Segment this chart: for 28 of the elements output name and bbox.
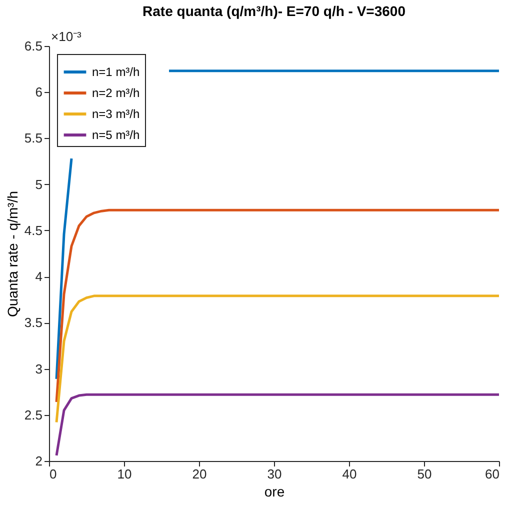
line-series bbox=[55, 208, 500, 404]
x-tick-label: 0 bbox=[50, 466, 57, 482]
x-tick-label: 30 bbox=[267, 466, 282, 482]
y-tick-label: 4 bbox=[35, 269, 42, 284]
y-tick-label: 4.5 bbox=[24, 222, 42, 238]
y-tick-label: 3.5 bbox=[24, 315, 42, 330]
text: ×10⁻³ bbox=[51, 29, 82, 44]
legend-label: n=1 m³/h bbox=[92, 65, 140, 79]
x-tick-label: 60 bbox=[485, 466, 500, 482]
x-tick-label: 20 bbox=[192, 466, 207, 482]
x-axis-title: ore bbox=[264, 484, 285, 500]
legend-label: n=5 m³/h bbox=[92, 128, 140, 142]
line-series bbox=[55, 294, 500, 424]
y-tick-label: 2.5 bbox=[24, 407, 42, 422]
y-tick-label: 6.5 bbox=[24, 38, 42, 54]
y-tick-label: 3 bbox=[35, 361, 42, 376]
y-tick-label: 6 bbox=[35, 84, 42, 100]
x-tick-label: 50 bbox=[417, 466, 432, 482]
line-series bbox=[55, 393, 500, 457]
legend-label: n=2 m³/h bbox=[92, 86, 140, 100]
x-tick-label: 10 bbox=[117, 466, 132, 482]
y-tick-label: 2 bbox=[35, 454, 42, 468]
y-axis-title: Quanta rate - q/m³/h bbox=[4, 190, 20, 318]
legend-label: n=3 m³/h bbox=[92, 107, 140, 121]
chart-title: Rate quanta (q/m³/h)- E=70 q/h - V=3600 bbox=[142, 3, 406, 19]
x-tick-label: 40 bbox=[342, 466, 357, 482]
y-tick-label: 5 bbox=[35, 176, 42, 192]
y-tick-label: 5.5 bbox=[24, 130, 42, 146]
